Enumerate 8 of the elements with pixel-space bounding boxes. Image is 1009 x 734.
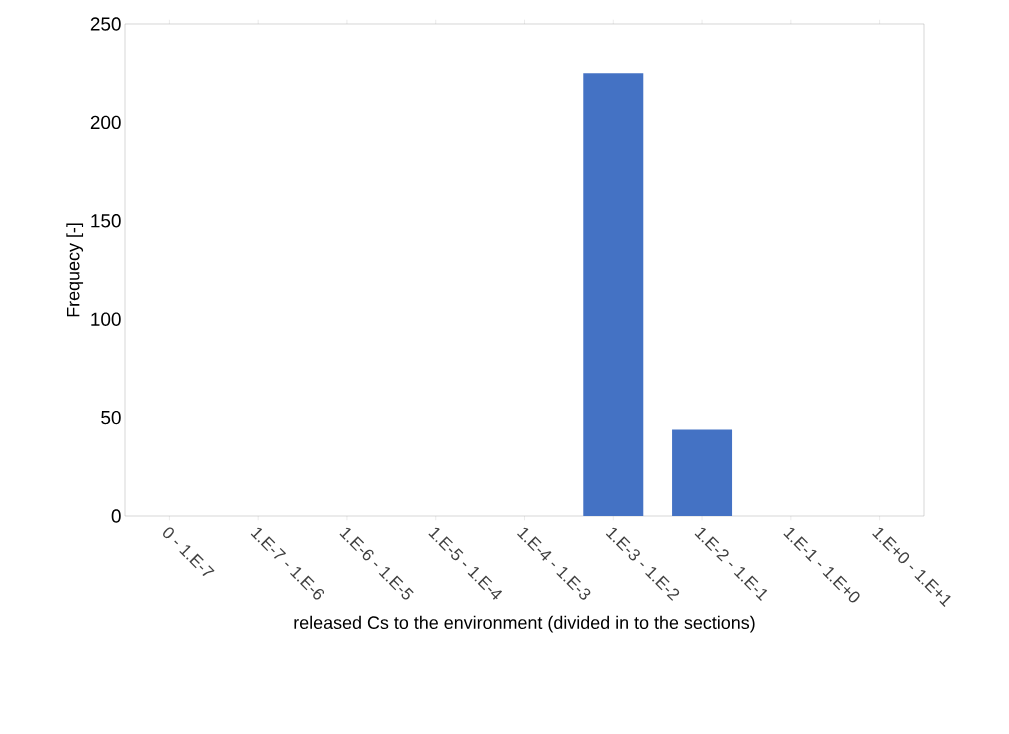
y-axis-title: Frequecy [-] (66, 223, 84, 317)
y-tick-label: 100 (91, 312, 121, 326)
y-tick-label: 0 (111, 509, 121, 523)
x-axis-title: released Cs to the environment (divided in to the sections) (294, 615, 755, 633)
y-tick-label: 200 (90, 115, 121, 130)
y-tick-label: 150 (91, 214, 121, 228)
y-tick-label: 250 (90, 17, 121, 31)
y-tick-label: 50 (101, 410, 121, 425)
